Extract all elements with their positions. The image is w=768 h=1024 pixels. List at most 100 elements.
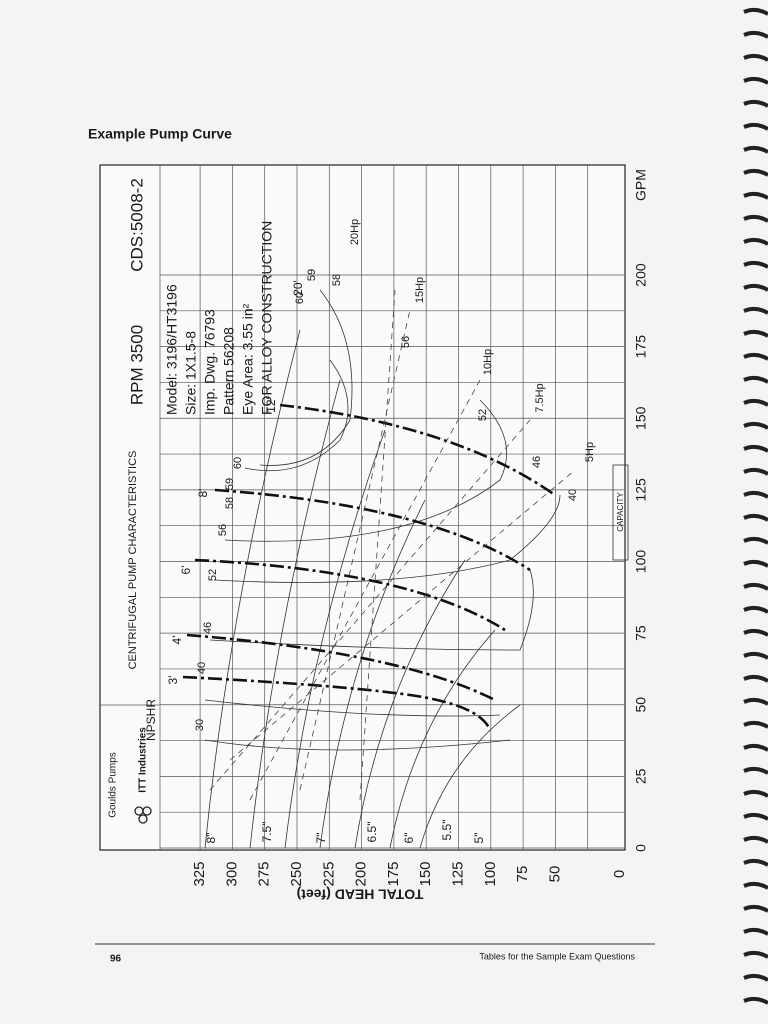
efficiency-label: 52 <box>477 409 489 421</box>
npsh-label: 3' <box>166 676 180 685</box>
grid <box>160 165 625 850</box>
head-tick-label: 250 <box>288 861 305 886</box>
capacity-tick-label: 175 <box>633 335 649 359</box>
efficiency-label: 56 <box>400 336 412 348</box>
footer-text: Tables for the Sample Exam Questions <box>479 951 635 961</box>
efficiency-label: 60 <box>294 292 306 304</box>
efficiency-curve <box>244 359 349 472</box>
diameter-label: 7.5" <box>260 822 274 843</box>
efficiency-curve <box>214 494 561 583</box>
npsh-curve <box>214 488 531 572</box>
binding-coil <box>743 214 768 223</box>
head-tick-label: 200 <box>353 861 370 886</box>
binding-coil <box>743 375 768 384</box>
binding-coil <box>743 99 768 108</box>
head-tick-label: 100 <box>482 861 499 886</box>
capacity-label: CAPACITY <box>616 492 625 532</box>
binding-coil <box>743 421 768 430</box>
efficiency-label: 40 <box>196 662 208 674</box>
diameter-curve <box>389 629 496 849</box>
efficiency-label: 59 <box>224 478 236 490</box>
npsh-curve <box>194 558 506 632</box>
hp-line <box>209 419 531 791</box>
capacity-unit: GPM <box>633 169 649 201</box>
efficiency-curve <box>204 699 501 717</box>
npsh-label: 8' <box>196 489 210 498</box>
efficiency-label: 56 <box>217 524 229 536</box>
binding-coil <box>743 306 768 315</box>
diameter-label: 6" <box>402 833 416 844</box>
binding-coil <box>743 973 768 982</box>
binding-coil <box>743 283 768 292</box>
spec-line: Model: 3196/HT3196 <box>164 284 180 415</box>
head-tick-label: 325 <box>191 861 208 886</box>
binding-coil <box>743 329 768 338</box>
capacity-tick-label: 50 <box>633 697 649 713</box>
head-tick-label: 125 <box>449 861 466 886</box>
npsh-label: 4' <box>170 636 184 645</box>
page-number: 96 <box>110 954 122 965</box>
binding-coil <box>743 674 768 683</box>
diameter-curve <box>354 559 466 849</box>
hp-line <box>299 309 411 791</box>
npsh-curve <box>186 633 496 702</box>
efficiency-curve <box>224 399 507 542</box>
binding-coil <box>743 168 768 177</box>
binding-coil <box>743 858 768 867</box>
binding-coil <box>743 904 768 913</box>
binding-coil <box>743 743 768 752</box>
hp-label: 5Hp <box>584 442 596 462</box>
binding-coil <box>743 628 768 637</box>
capacity-tick-label: 75 <box>633 625 649 641</box>
binding-coil <box>743 582 768 591</box>
binding-coil <box>743 145 768 154</box>
binding-coil <box>743 559 768 568</box>
capacity-tick-label: 200 <box>633 263 649 287</box>
diameter-label: 7" <box>314 833 328 844</box>
efficiency-label: 52 <box>207 569 219 581</box>
npsh-curve <box>279 403 556 497</box>
capacity-tick-label: 100 <box>633 550 649 574</box>
heading: CENTRIFUGAL PUMP CHARACTERISTICS <box>127 451 139 670</box>
binding-coil <box>743 697 768 706</box>
efficiency-curve <box>204 739 511 751</box>
logo-ring <box>138 814 148 824</box>
diameter-label: 6.5" <box>365 822 379 843</box>
binding-coil <box>743 881 768 890</box>
hp-label: 15Hp <box>414 277 426 303</box>
diameter-label: 5.5" <box>440 820 454 841</box>
npsh-curve <box>182 675 492 731</box>
head-tick-label: 300 <box>223 861 240 886</box>
diameter-curve <box>284 429 386 849</box>
page-title: Example Pump Curve <box>88 126 232 142</box>
binding-coil <box>743 76 768 85</box>
logo-ring <box>142 806 152 816</box>
binding-coil <box>743 444 768 453</box>
binding-coil <box>743 996 768 1005</box>
efficiency-curve <box>209 569 534 651</box>
binding-coil <box>743 53 768 62</box>
efficiency-label: 46 <box>531 456 543 468</box>
head-tick-label: 225 <box>320 861 337 886</box>
spec-line: Size: 1X1.5-8 <box>183 331 199 415</box>
binding-coil <box>743 950 768 959</box>
curves <box>182 289 576 849</box>
hp-line <box>249 379 481 801</box>
efficiency-curve <box>259 289 353 466</box>
efficiency-label: 60 <box>232 457 244 469</box>
binding-coil <box>743 467 768 476</box>
binding-coil <box>743 605 768 614</box>
binding-coil <box>743 7 768 16</box>
capacity-tick-label: 25 <box>633 768 649 784</box>
npsh-label: 6' <box>179 566 193 575</box>
npsh-label: 20' <box>291 280 305 296</box>
binding-coil <box>743 766 768 775</box>
company: ITT Industries <box>138 727 149 793</box>
binding-coil <box>743 260 768 269</box>
spec-line: Imp. Dwg. 76793 <box>202 309 218 415</box>
binding-coil <box>743 536 768 545</box>
binding-coil <box>743 490 768 499</box>
cds: CDS:5008-2 <box>127 178 146 272</box>
diameter-label: 5" <box>472 833 486 844</box>
binding-coil <box>743 927 768 936</box>
